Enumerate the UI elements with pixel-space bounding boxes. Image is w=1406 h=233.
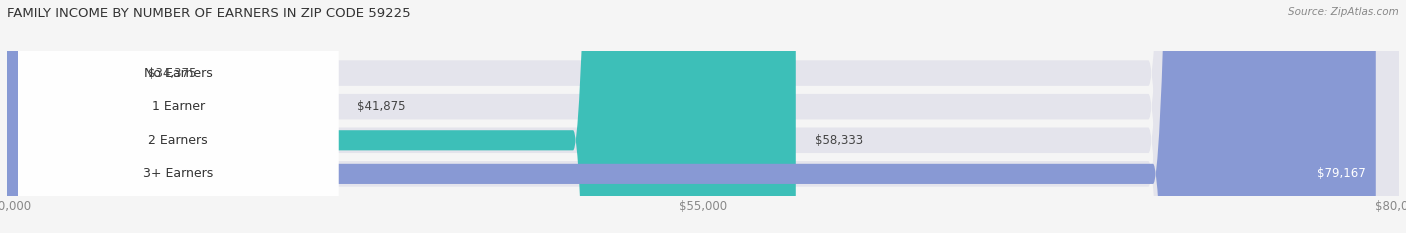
FancyBboxPatch shape: [7, 0, 1399, 233]
FancyBboxPatch shape: [18, 0, 339, 233]
FancyBboxPatch shape: [7, 0, 1399, 233]
Text: $34,375: $34,375: [148, 67, 197, 80]
FancyBboxPatch shape: [18, 0, 339, 233]
FancyBboxPatch shape: [7, 0, 1399, 233]
Text: No Earners: No Earners: [143, 67, 212, 80]
FancyBboxPatch shape: [7, 0, 796, 233]
FancyBboxPatch shape: [18, 0, 339, 233]
FancyBboxPatch shape: [7, 0, 337, 233]
FancyBboxPatch shape: [0, 0, 229, 233]
FancyBboxPatch shape: [7, 0, 1399, 233]
Text: 1 Earner: 1 Earner: [152, 100, 205, 113]
Text: Source: ZipAtlas.com: Source: ZipAtlas.com: [1288, 7, 1399, 17]
Text: $41,875: $41,875: [357, 100, 405, 113]
Text: 3+ Earners: 3+ Earners: [143, 167, 214, 180]
Text: FAMILY INCOME BY NUMBER OF EARNERS IN ZIP CODE 59225: FAMILY INCOME BY NUMBER OF EARNERS IN ZI…: [7, 7, 411, 20]
Text: $79,167: $79,167: [1317, 167, 1365, 180]
FancyBboxPatch shape: [7, 0, 1376, 233]
FancyBboxPatch shape: [18, 0, 339, 233]
Text: 2 Earners: 2 Earners: [149, 134, 208, 147]
Text: $58,333: $58,333: [815, 134, 863, 147]
